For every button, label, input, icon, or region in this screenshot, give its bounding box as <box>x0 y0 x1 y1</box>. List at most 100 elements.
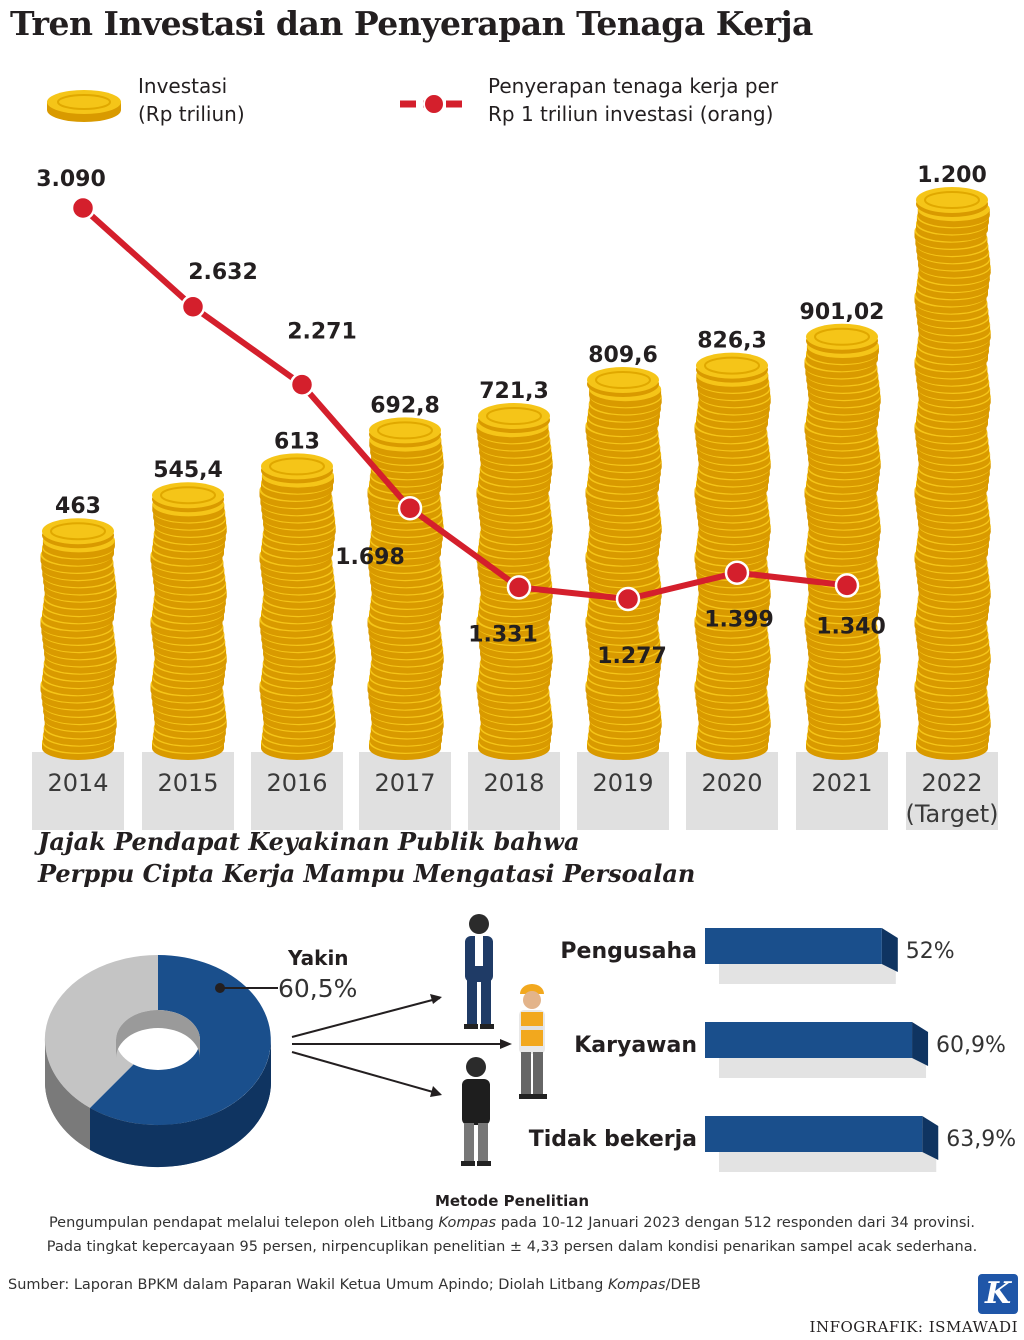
people-icons <box>461 914 547 1166</box>
hbar-category-label: Pengusaha <box>560 939 697 964</box>
bar-coin-stack-2015 <box>150 482 227 760</box>
respondent-bar-chart: Pengusaha 52% Karyawan 60,9% Tidak bekerja 63… <box>529 928 1016 1172</box>
survey-title-line2: Perppu Cipta Kerja Mampu Mengatasi Perso… <box>38 859 696 888</box>
x-tick-label: 2022 <box>921 769 982 797</box>
x-tick-label: 2021 <box>811 769 872 797</box>
year-band <box>359 752 451 830</box>
method-line-2: Pada tingkat kepercayaan 95 persen, nirp… <box>46 1239 978 1255</box>
bar-value-label: 721,3 <box>479 379 549 404</box>
survey-title-line1: Jajak Pendapat Keyakinan Publik bahwa <box>38 827 580 856</box>
credit: INFOGRAFIK: ISMAWADI <box>809 1318 1018 1336</box>
unemployed-person-icon <box>461 1057 491 1166</box>
legend-tenaga-line1: Penyerapan tenaga kerja per <box>488 74 779 98</box>
bar-side <box>912 1022 929 1066</box>
worker-icon <box>519 984 547 1099</box>
method-title: Metode Penelitian <box>434 1192 590 1210</box>
legend-investasi-line2: (Rp triliun) <box>138 102 245 126</box>
bar-value-label: 463 <box>55 494 101 519</box>
bar-coin-stack-2014 <box>40 518 117 760</box>
hbar-category-label: Tidak bekerja <box>529 1127 697 1152</box>
method-line1-em: Kompas <box>438 1215 497 1231</box>
bar-value-label: 692,8 <box>370 393 440 418</box>
year-band <box>468 752 560 830</box>
bar-coin-stack-2021 <box>804 323 881 760</box>
line-point <box>180 294 206 320</box>
x-tick-label: 2015 <box>157 769 218 797</box>
bar-value-label: 901,02 <box>800 300 885 325</box>
source-em: Kompas <box>607 1277 666 1293</box>
coin-legend-icon <box>47 90 121 122</box>
line-legend-icon <box>400 93 468 115</box>
yakin-value: 60,5% <box>278 974 358 1003</box>
line-value-label: 2.271 <box>287 320 357 345</box>
source-post: /DEB <box>665 1277 701 1293</box>
x-tick-sublabel: (Target) <box>906 800 999 828</box>
page-title: Tren Investasi dan Penyerapan Tenaga Ker… <box>10 4 813 43</box>
year-band <box>32 752 124 830</box>
x-tick-label: 2018 <box>483 769 544 797</box>
bar-coin-stack-2018 <box>476 403 553 760</box>
pie-slice-yakin-depth <box>90 1040 272 1168</box>
source-note: Sumber: Laporan BPKM dalam Paparan Wakil… <box>8 1277 701 1293</box>
x-tick-label: 2019 <box>592 769 653 797</box>
investment-chart: 463 545,4 613 692,8 721,3 809,6 826,3 901,02 1.2… <box>32 163 999 830</box>
hbar-Karyawan <box>705 1022 913 1058</box>
bar-coin-stack-2019 <box>585 367 662 760</box>
year-band <box>686 752 778 830</box>
x-tick-label: 2017 <box>374 769 435 797</box>
arrows <box>291 997 508 1095</box>
yakin-pointer-dot <box>215 983 225 993</box>
line-value-label: 2.632 <box>188 260 258 285</box>
bar-value-label: 809,6 <box>588 343 658 368</box>
bar-value-label: 613 <box>274 429 320 454</box>
line-point <box>834 573 860 598</box>
line-point <box>289 372 315 397</box>
line-point <box>70 195 96 221</box>
bar-value-label: 826,3 <box>697 329 767 354</box>
line-point <box>724 560 750 585</box>
hbar-value-label: 52% <box>906 939 955 964</box>
line-point <box>397 495 423 521</box>
legend-tenaga-kerja: Penyerapan tenaga kerja per Rp 1 triliun… <box>398 72 818 132</box>
legend-investasi-line1: Investasi <box>138 74 228 98</box>
year-band <box>142 752 234 830</box>
year-band <box>906 752 998 830</box>
line-value-label: 1.331 <box>468 622 538 647</box>
donut-chart <box>44 954 512 1168</box>
bar-coin-stack-2022 <box>914 187 991 760</box>
line-value-label: 1.340 <box>816 614 886 639</box>
line-value-label: 1.399 <box>704 608 774 633</box>
line-value-label: 1.698 <box>335 545 405 570</box>
bar-side <box>922 1116 939 1160</box>
year-band <box>251 752 343 830</box>
source-pre: Sumber: Laporan BPKM dalam Paparan Wakil… <box>8 1277 608 1293</box>
hbar-value-label: 63,9% <box>946 1127 1016 1152</box>
bar-side <box>881 928 898 972</box>
arrow-heads <box>430 994 512 1097</box>
donut-hole-shadow <box>116 1010 200 1058</box>
series-line-tenaga-kerja <box>80 205 848 602</box>
method-line1-post: pada 10-12 Januari 2023 dengan 512 respo… <box>496 1215 976 1231</box>
hbar-Tidak bekerja <box>705 1116 923 1152</box>
legend-investasi: Investasi (Rp triliun) <box>44 72 344 132</box>
year-band <box>796 752 888 830</box>
bar-value-label: 545,4 <box>153 458 223 483</box>
method-line1-pre: Pengumpulan pendapat melalui telepon ole… <box>48 1215 439 1231</box>
business-person-icon <box>464 914 494 1029</box>
survey-title: Jajak Pendapat Keyakinan Publik bahwa Pe… <box>38 826 695 890</box>
legend-tenaga-line2: Rp 1 triliun investasi (orang) <box>488 102 774 126</box>
x-tick-label: 2016 <box>266 769 327 797</box>
year-band <box>577 752 669 830</box>
method-line-1: Pengumpulan pendapat melalui telepon ole… <box>0 1215 1024 1231</box>
line-value-label: 1.277 <box>597 644 667 669</box>
kompas-logo: K <box>978 1274 1018 1314</box>
bar-coin-stack-2016 <box>259 453 336 760</box>
hbar-category-label: Karyawan <box>574 1033 697 1058</box>
bar-coin-stack-2020 <box>694 352 771 760</box>
line-value-label: 3.090 <box>36 167 106 192</box>
hbar-value-label: 60,9% <box>936 1033 1006 1058</box>
yakin-label: Yakin <box>288 946 349 970</box>
line-point <box>506 575 532 600</box>
x-tick-label: 2014 <box>47 769 108 797</box>
hbar-Pengusaha <box>705 928 882 964</box>
